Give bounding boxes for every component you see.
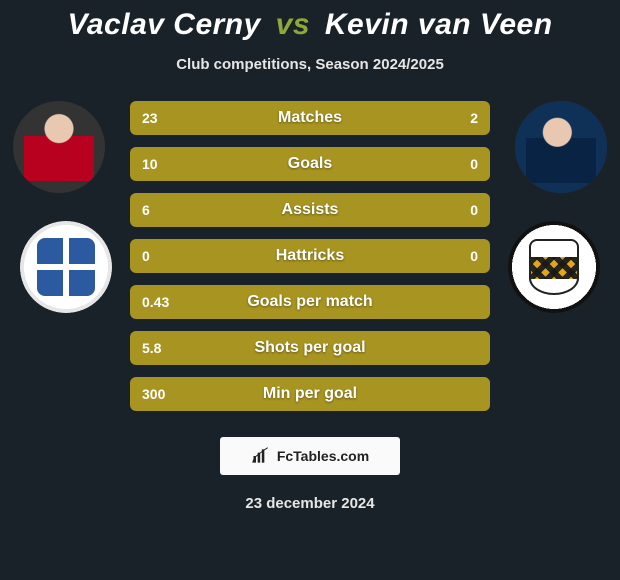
- club-badge-left-crest: [37, 238, 95, 296]
- chart-icon: [251, 446, 271, 466]
- watermark: FcTables.com: [220, 437, 400, 475]
- title-player1: Vaclav Cerny: [67, 8, 260, 41]
- club-badge-right: [508, 221, 600, 313]
- watermark-text: FcTables.com: [277, 448, 369, 464]
- comparison-content: 232Matches 100Goals 60Assists 00Hattricks 0.…: [0, 101, 620, 421]
- stat-row: 100Goals: [130, 147, 490, 181]
- stat-bars: 232Matches 100Goals 60Assists 00Hattricks 0.…: [130, 101, 490, 411]
- stat-label: Goals per match: [130, 293, 490, 311]
- club-badge-left: [20, 221, 112, 313]
- player-avatar-right: [515, 101, 607, 193]
- stat-row: 5.8Shots per goal: [130, 331, 490, 365]
- stat-row: 0.43Goals per match: [130, 285, 490, 319]
- player2-image: [515, 101, 607, 193]
- page-title: Vaclav Cerny vs Kevin van Veen: [0, 0, 620, 42]
- player1-image: [13, 101, 105, 193]
- stat-label: Hattricks: [130, 247, 490, 265]
- stat-row: 60Assists: [130, 193, 490, 227]
- title-vs: vs: [276, 8, 310, 41]
- stat-label: Matches: [130, 109, 490, 127]
- title-player2: Kevin van Veen: [325, 8, 553, 41]
- subtitle: Club competitions, Season 2024/2025: [0, 56, 620, 73]
- stat-row: 300Min per goal: [130, 377, 490, 411]
- date-text: 23 december 2024: [0, 495, 620, 512]
- stat-label: Min per goal: [130, 385, 490, 403]
- stat-label: Shots per goal: [130, 339, 490, 357]
- stat-label: Goals: [130, 155, 490, 173]
- stat-row: 232Matches: [130, 101, 490, 135]
- stat-label: Assists: [130, 201, 490, 219]
- club-badge-right-crest: [529, 239, 579, 295]
- player-avatar-left: [13, 101, 105, 193]
- stat-row: 00Hattricks: [130, 239, 490, 273]
